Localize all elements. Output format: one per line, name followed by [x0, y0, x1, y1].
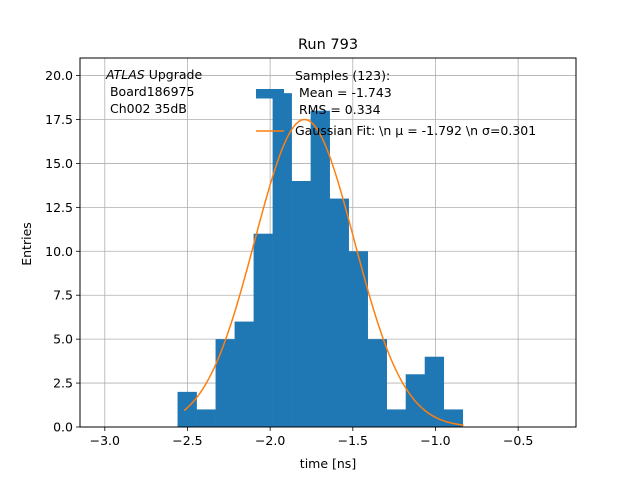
histogram-bar-13: [424, 356, 445, 427]
y-axis-label: Entries: [19, 222, 34, 266]
y-tick-label-3: 7.5: [53, 288, 73, 303]
channel-label: Ch002 35dB: [106, 101, 187, 116]
y-tick-label-4: 10.0: [45, 244, 73, 259]
board-label: Board186975: [106, 84, 194, 99]
x-tick-label-0: −3.0: [90, 433, 120, 448]
y-tick-label-2: 5.0: [53, 332, 73, 347]
atlas-label: ATLAS Upgrade: [105, 67, 202, 82]
x-axis-label: time [ns]: [300, 456, 356, 471]
histogram-bar-7: [310, 110, 330, 427]
legend-samples-line1: Samples (123):: [295, 68, 390, 83]
legend: Samples (123): Mean = -1.743 RMS = 0.334…: [256, 68, 536, 138]
x-tick-label-3: −1.5: [338, 433, 368, 448]
histogram-bar-2: [215, 339, 235, 427]
histogram-bars: [177, 93, 464, 428]
x-axis-ticks: −3.0 −2.5 −2.0 −1.5 −1.0 −0.5: [90, 427, 533, 448]
y-tick-label-0: 0.0: [53, 420, 73, 435]
legend-samples-swatch: [256, 89, 284, 99]
chart-title: Run 793: [298, 37, 358, 53]
histogram-bar-0: [177, 391, 197, 427]
atlas-annotation: ATLAS Upgrade Board186975 Ch002 35dB: [105, 67, 202, 116]
histogram-bar-6: [291, 181, 311, 427]
gaussian-fit-line: [183, 118, 464, 426]
legend-fit-label: Gaussian Fit: \n μ = -1.792 \n σ=0.301: [295, 123, 536, 138]
atlas-upgrade: Upgrade: [145, 67, 203, 82]
histogram-bar-11: [386, 409, 407, 427]
y-tick-label-5: 12.5: [45, 200, 73, 215]
y-tick-label-7: 17.5: [45, 112, 73, 127]
histogram-bar-9: [348, 251, 368, 427]
histogram-bar-1: [196, 409, 216, 427]
histogram-bar-3: [234, 321, 254, 427]
y-tick-label-1: 2.5: [53, 376, 73, 391]
x-tick-label-2: −2.0: [255, 433, 285, 448]
histogram-bar-10: [367, 339, 387, 427]
y-tick-label-8: 20.0: [45, 68, 73, 83]
plot-frame: [79, 57, 577, 428]
histogram-bar-4: [253, 233, 273, 427]
gaussian-fit-curve: [183, 118, 464, 426]
legend-samples-line3: RMS = 0.334: [295, 102, 381, 117]
histogram-bar-5: [272, 93, 292, 428]
legend-samples-line2: Mean = -1.743: [295, 85, 392, 100]
x-tick-label-1: −2.5: [172, 433, 202, 448]
histogram-bar-8: [329, 198, 349, 427]
y-tick-label-6: 15.0: [45, 156, 73, 171]
y-axis-ticks: 0.0 2.5 5.0 7.5 10.0 12.5 15.0 17.5 20.0: [45, 68, 80, 435]
x-tick-label-5: −0.5: [503, 433, 533, 448]
atlas-italic: ATLAS: [105, 67, 145, 82]
x-tick-label-4: −1.0: [420, 433, 450, 448]
